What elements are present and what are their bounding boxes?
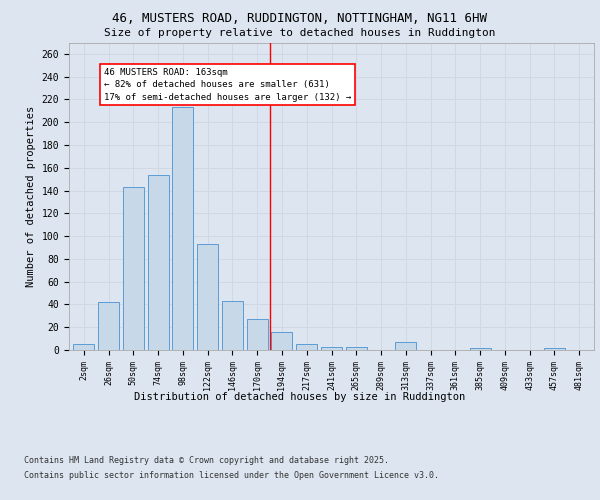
Text: 46, MUSTERS ROAD, RUDDINGTON, NOTTINGHAM, NG11 6HW: 46, MUSTERS ROAD, RUDDINGTON, NOTTINGHAM… — [113, 12, 487, 26]
Text: 46 MUSTERS ROAD: 163sqm
← 82% of detached houses are smaller (631)
17% of semi-d: 46 MUSTERS ROAD: 163sqm ← 82% of detache… — [104, 68, 351, 102]
Bar — [321, 346, 342, 350]
Bar — [395, 342, 416, 350]
Bar — [123, 187, 144, 350]
Bar — [271, 332, 292, 350]
Bar — [346, 346, 367, 350]
Bar — [544, 348, 565, 350]
Text: Distribution of detached houses by size in Ruddington: Distribution of detached houses by size … — [134, 392, 466, 402]
Text: Contains public sector information licensed under the Open Government Licence v3: Contains public sector information licen… — [24, 471, 439, 480]
Bar — [247, 320, 268, 350]
Bar — [73, 344, 94, 350]
Text: Contains HM Land Registry data © Crown copyright and database right 2025.: Contains HM Land Registry data © Crown c… — [24, 456, 389, 465]
Bar — [222, 301, 243, 350]
Bar — [470, 348, 491, 350]
Bar — [296, 344, 317, 350]
Bar — [98, 302, 119, 350]
Bar — [172, 108, 193, 350]
Text: Size of property relative to detached houses in Ruddington: Size of property relative to detached ho… — [104, 28, 496, 38]
Y-axis label: Number of detached properties: Number of detached properties — [26, 106, 36, 287]
Bar — [148, 174, 169, 350]
Bar — [197, 244, 218, 350]
